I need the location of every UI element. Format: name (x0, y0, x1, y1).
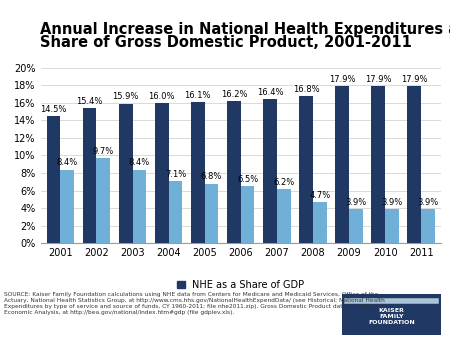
Text: 16.0%: 16.0% (148, 92, 175, 100)
Bar (169, 181, 182, 243)
Legend: NHE as a Share of GDP: NHE as a Share of GDP (177, 280, 305, 290)
Text: 6.8%: 6.8% (201, 172, 222, 182)
Bar (60, 170, 74, 243)
Text: 3.9%: 3.9% (345, 198, 366, 207)
Bar (119, 104, 132, 243)
Text: 4.7%: 4.7% (309, 191, 330, 200)
Bar (371, 86, 385, 243)
Text: 8.4%: 8.4% (129, 158, 150, 167)
Text: 6.5%: 6.5% (237, 175, 258, 184)
Bar (349, 209, 363, 243)
Bar (385, 209, 399, 243)
Text: 6.2%: 6.2% (273, 178, 294, 187)
Text: KAISER
FAMILY
FOUNDATION: KAISER FAMILY FOUNDATION (368, 308, 415, 325)
Text: 15.4%: 15.4% (76, 97, 103, 106)
Text: 8.4%: 8.4% (57, 158, 78, 167)
Text: 16.1%: 16.1% (184, 91, 211, 100)
Bar (47, 116, 60, 243)
Text: 16.8%: 16.8% (293, 84, 319, 94)
Bar (313, 202, 327, 243)
Bar (205, 184, 218, 243)
Text: Share of Gross Domestic Product, 2001-2011: Share of Gross Domestic Product, 2001-20… (40, 35, 412, 50)
Text: 3.9%: 3.9% (381, 198, 403, 207)
Bar (407, 86, 421, 243)
Bar (335, 86, 349, 243)
Text: 17.9%: 17.9% (401, 75, 427, 84)
Text: 17.9%: 17.9% (329, 75, 356, 84)
Text: 16.4%: 16.4% (257, 88, 283, 97)
Text: 14.5%: 14.5% (40, 105, 67, 114)
Bar (191, 102, 205, 243)
Text: 3.9%: 3.9% (418, 198, 439, 207)
Bar (227, 101, 241, 243)
Bar (277, 189, 291, 243)
Text: 7.1%: 7.1% (165, 170, 186, 179)
Text: 17.9%: 17.9% (365, 75, 392, 84)
Bar (263, 99, 277, 243)
Text: 16.2%: 16.2% (220, 90, 247, 99)
Text: 15.9%: 15.9% (112, 92, 139, 101)
Bar (83, 108, 96, 243)
Bar (96, 158, 110, 243)
Text: Annual Increase in National Health Expenditures and Their: Annual Increase in National Health Expen… (40, 22, 450, 37)
Bar (132, 170, 146, 243)
Bar (421, 209, 435, 243)
Bar (299, 96, 313, 243)
Text: 9.7%: 9.7% (93, 147, 114, 156)
Bar (241, 186, 254, 243)
Text: SOURCE: Kaiser Family Foundation calculations using NHE data from Centers for Me: SOURCE: Kaiser Family Foundation calcula… (4, 292, 393, 315)
Bar (155, 103, 169, 243)
